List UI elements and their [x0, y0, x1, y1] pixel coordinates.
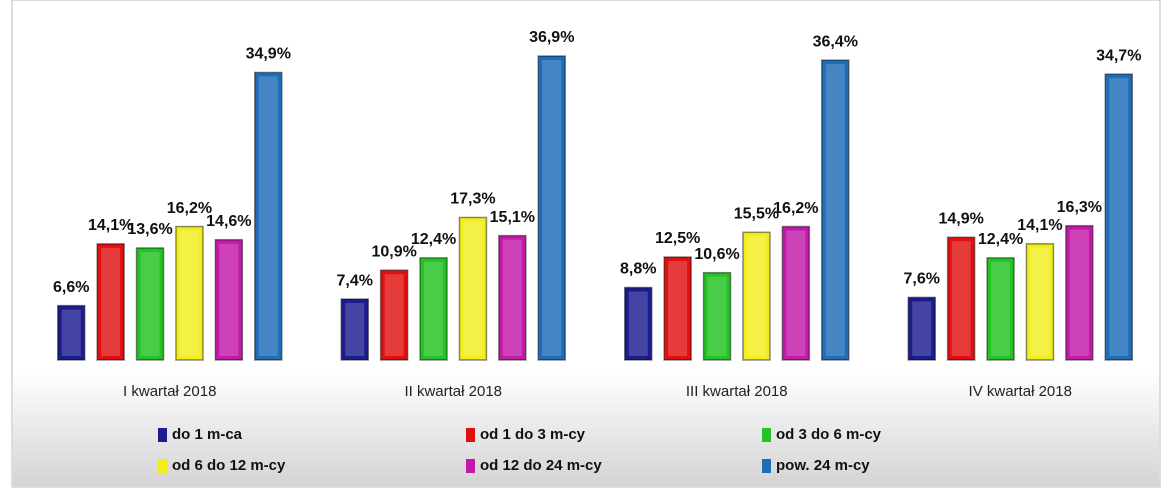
- bar-highlight: [542, 60, 562, 356]
- data-label: 36,4%: [813, 33, 858, 50]
- data-label: 12,4%: [411, 231, 456, 248]
- legend-label: od 3 do 6 m-cy: [776, 426, 882, 443]
- bar-highlight: [101, 247, 121, 356]
- bar-highlight: [140, 251, 160, 356]
- bar-highlight: [786, 230, 806, 356]
- bar: [821, 59, 850, 361]
- data-label: 16,2%: [167, 200, 212, 217]
- bar-highlight: [951, 241, 971, 356]
- data-label: 6,6%: [53, 279, 89, 296]
- bar: [340, 298, 369, 361]
- bar: [742, 231, 771, 361]
- bar: [57, 304, 86, 361]
- legend-label: od 12 do 24 m-cy: [480, 457, 602, 474]
- bar-highlight: [502, 239, 522, 356]
- data-label: 10,6%: [694, 246, 739, 263]
- bar: [458, 216, 488, 361]
- legend-label: pow. 24 m-cy: [776, 457, 870, 474]
- bar: [986, 257, 1015, 361]
- data-label: 16,2%: [773, 200, 818, 217]
- bar: [135, 247, 165, 361]
- data-label: 13,6%: [127, 221, 172, 238]
- bar: [175, 225, 204, 361]
- bar: [498, 234, 527, 361]
- bar-highlight: [746, 236, 766, 356]
- data-label: 36,9%: [529, 29, 574, 46]
- legend-swatch: [158, 459, 167, 473]
- bar-highlight: [345, 303, 365, 356]
- bar-highlight: [991, 261, 1011, 356]
- bar: [537, 55, 566, 361]
- bar: [946, 236, 976, 361]
- bar-highlight: [384, 274, 404, 356]
- bar-highlight: [258, 76, 278, 357]
- x-tick-label: I kwartał 2018: [123, 383, 216, 400]
- bar-highlight: [707, 276, 727, 356]
- data-label: 14,9%: [938, 210, 983, 227]
- legend-label: od 6 do 12 m-cy: [172, 457, 286, 474]
- data-label: 12,5%: [655, 230, 700, 247]
- bar-highlight: [219, 243, 239, 356]
- legend-swatch: [158, 428, 167, 442]
- bar: [624, 286, 653, 361]
- x-tick-label: III kwartał 2018: [686, 383, 788, 400]
- data-label: 17,3%: [450, 191, 495, 208]
- bar-highlight: [1109, 78, 1129, 356]
- x-tick-label: IV kwartał 2018: [969, 383, 1072, 400]
- bar: [907, 296, 936, 361]
- bar-highlight: [61, 309, 81, 356]
- bar: [663, 256, 692, 361]
- bar-highlight: [628, 291, 648, 356]
- bar: [781, 225, 811, 361]
- legend-label: od 1 do 3 m-cy: [480, 426, 586, 443]
- bar-highlight: [424, 261, 444, 356]
- x-tick-label: II kwartał 2018: [404, 383, 502, 400]
- legend-label: do 1 m-ca: [172, 426, 243, 443]
- bar-highlight: [179, 230, 199, 356]
- data-label: 34,7%: [1096, 47, 1141, 64]
- bar-highlight: [463, 221, 483, 356]
- bar-highlight: [912, 301, 932, 356]
- bar-highlight: [1030, 247, 1050, 356]
- bar: [254, 71, 283, 361]
- bar: [1025, 243, 1055, 361]
- data-label: 10,9%: [371, 243, 416, 260]
- data-label: 15,1%: [490, 209, 535, 226]
- data-label: 16,3%: [1057, 199, 1102, 216]
- bar: [1104, 73, 1133, 361]
- bar: [1065, 224, 1094, 361]
- data-label: 8,8%: [620, 261, 656, 278]
- legend-swatch: [466, 459, 475, 473]
- bar-highlight: [825, 64, 845, 357]
- bar-highlight: [668, 261, 688, 356]
- bar: [379, 269, 409, 361]
- data-label: 7,6%: [904, 271, 940, 288]
- bar: [96, 243, 125, 361]
- data-label: 7,4%: [337, 272, 373, 289]
- data-label: 14,1%: [1017, 217, 1062, 234]
- data-label: 34,9%: [246, 46, 291, 63]
- bar-highlight: [1069, 229, 1089, 356]
- bar: [214, 238, 244, 361]
- legend-background: [13, 372, 1159, 486]
- legend-swatch: [762, 428, 771, 442]
- legend-swatch: [762, 459, 771, 473]
- data-label: 14,6%: [206, 213, 251, 230]
- bar: [702, 271, 732, 361]
- data-label: 15,5%: [734, 206, 779, 223]
- legend-swatch: [466, 428, 475, 442]
- data-label: 12,4%: [978, 231, 1023, 248]
- bar: [419, 257, 448, 361]
- data-label: 14,1%: [88, 217, 133, 234]
